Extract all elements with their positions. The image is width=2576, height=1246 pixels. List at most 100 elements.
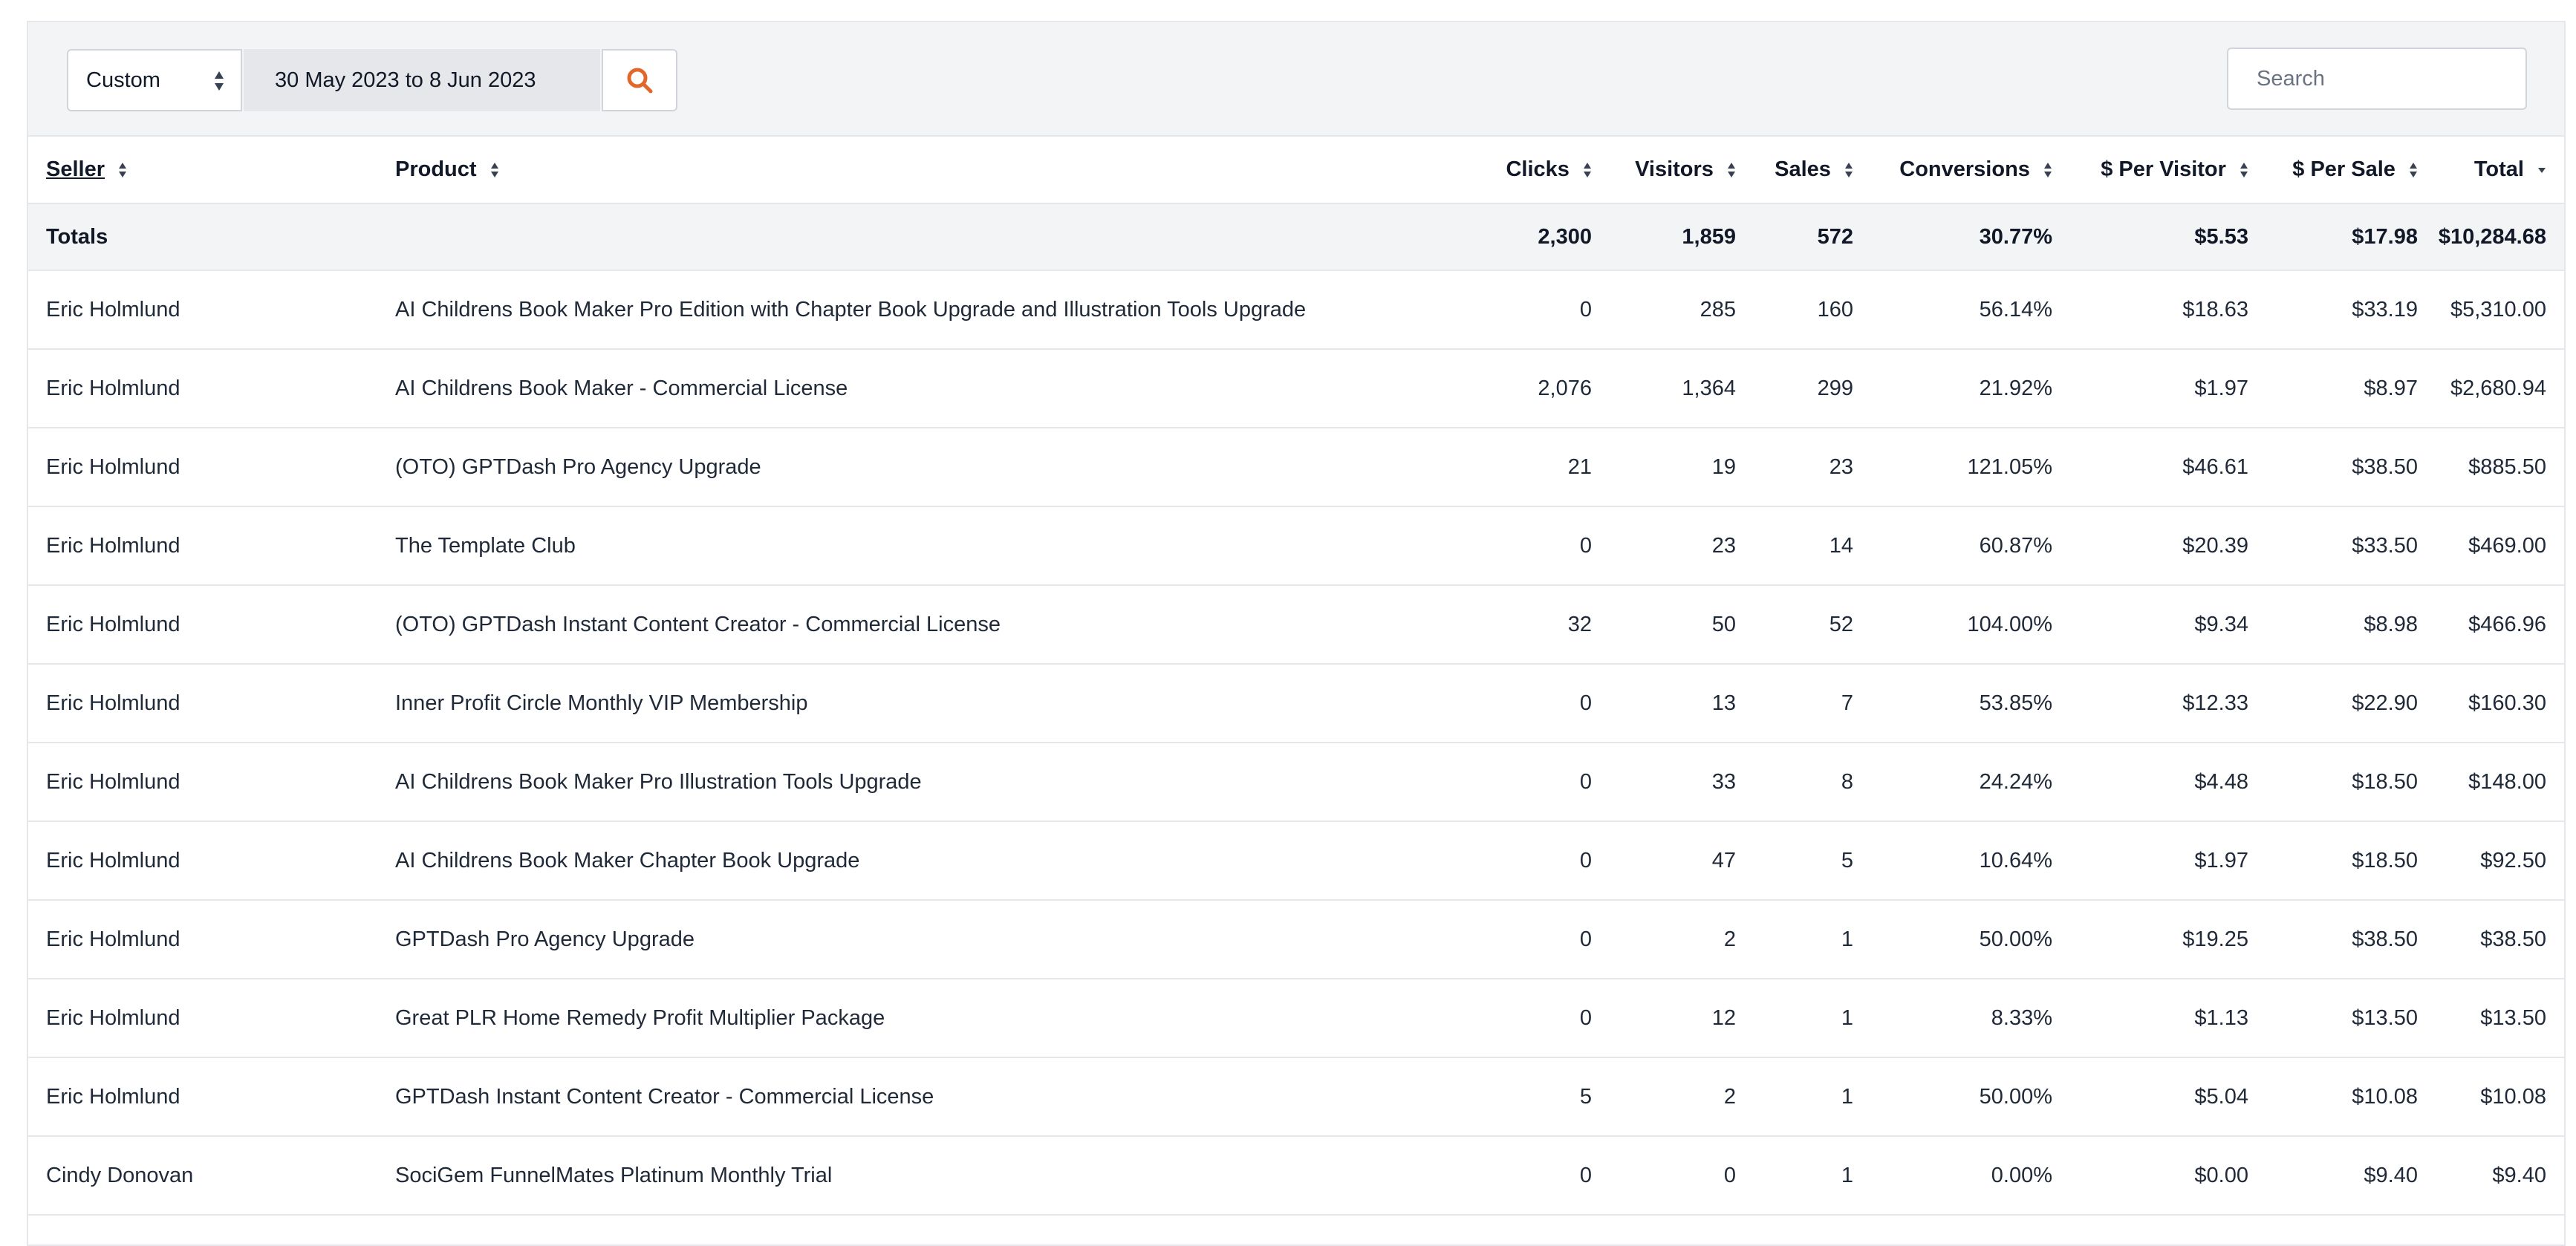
cell-total: $9.40 (2492, 1163, 2546, 1187)
cell-seller: Eric Holmlund (46, 769, 180, 794)
cell-product: AI Childrens Book Maker - Commercial Lic… (395, 376, 848, 400)
cell-seller: Eric Holmlund (46, 691, 180, 715)
cell-clicks: 0 (1579, 1163, 1592, 1187)
cell-visitors: 12 (1711, 1005, 1736, 1030)
cell-seller: Eric Holmlund (46, 927, 180, 951)
cell-conversions: 50.00% (1979, 1084, 2052, 1109)
cell-visitors: 0 (1723, 1163, 1736, 1187)
cell-product: AI Childrens Book Maker Pro Edition with… (395, 297, 1307, 322)
cell-per-sale: $33.19 (2352, 297, 2418, 322)
date-range-select-value: Custom (86, 68, 160, 92)
cell-per-visitor: $1.97 (2194, 848, 2248, 872)
cell-sales: 7 (1841, 691, 1853, 715)
cell-total: $5,310.00 (2450, 297, 2546, 322)
table-row: Eric Holmlund (OTO) GPTDash Instant Conte… (28, 585, 2564, 664)
totals-product-empty (389, 203, 1355, 270)
cell-sales: 52 (1829, 612, 1853, 636)
cell-per-visitor: $20.39 (2182, 533, 2248, 558)
cell-visitors: 33 (1711, 769, 1736, 794)
table-row: Eric Holmlund AI Childrens Book Maker - C… (28, 349, 2564, 428)
cell-visitors: 1,364 (1682, 376, 1736, 400)
cell-clicks: 0 (1579, 927, 1592, 951)
filter-toolbar: Custom 30 May 2023 to 8 Jun 2023 (28, 22, 2564, 137)
totals-total: $10,284.68 (2438, 224, 2546, 249)
cell-per-visitor: $4.48 (2194, 769, 2248, 794)
select-arrows-icon (215, 71, 224, 91)
cell-clicks: 0 (1579, 848, 1592, 872)
cell-product: The Template Club (395, 533, 576, 558)
search-input[interactable] (2227, 48, 2527, 110)
table-row: Eric Holmlund AI Childrens Book Maker Pro… (28, 270, 2564, 349)
cell-per-visitor: $19.25 (2182, 927, 2248, 951)
apply-search-button[interactable] (602, 49, 677, 111)
cell-per-visitor: $0.00 (2194, 1163, 2248, 1187)
cell-conversions: 104.00% (1967, 612, 2053, 636)
cell-sales: 14 (1829, 533, 1853, 558)
cell-per-sale: $8.97 (2364, 376, 2418, 400)
cell-sales: 8 (1841, 769, 1853, 794)
cell-per-sale: $38.50 (2352, 927, 2418, 951)
column-header-total[interactable]: Total (2419, 137, 2564, 204)
column-header-seller[interactable]: Seller (28, 137, 389, 204)
column-header-visitors[interactable]: Visitors (1593, 137, 1737, 204)
cell-conversions: 8.33% (1991, 1005, 2052, 1030)
cell-per-sale: $8.98 (2364, 612, 2418, 636)
cell-per-sale: $33.50 (2352, 533, 2418, 558)
cell-sales: 1 (1841, 1005, 1853, 1030)
cell-clicks: 5 (1579, 1084, 1592, 1109)
column-header-product[interactable]: Product (389, 137, 1355, 204)
cell-total: $13.50 (2480, 1005, 2546, 1030)
cell-total: $92.50 (2480, 848, 2546, 872)
table-header-row: Seller Product Clicks Visitors Sales (28, 137, 2564, 204)
sort-icon (2410, 163, 2417, 178)
cell-per-visitor: $12.33 (2182, 691, 2248, 715)
cell-seller: Eric Holmlund (46, 533, 180, 558)
cell-total: $469.00 (2468, 533, 2546, 558)
cell-conversions: 56.14% (1979, 297, 2052, 322)
cell-per-visitor: $46.61 (2182, 454, 2248, 479)
totals-label: Totals (46, 224, 108, 249)
cell-clicks: 0 (1579, 533, 1592, 558)
cell-per-visitor: $1.97 (2194, 376, 2248, 400)
cell-conversions: 0.00% (1991, 1163, 2052, 1187)
cell-per-visitor: $5.04 (2194, 1084, 2248, 1109)
cell-product: GPTDash Instant Content Creator - Commer… (395, 1084, 934, 1109)
cell-per-sale: $10.08 (2352, 1084, 2418, 1109)
cell-visitors: 285 (1700, 297, 1736, 322)
table-row: Eric Holmlund AI Childrens Book Maker Cha… (28, 821, 2564, 900)
cell-product: Great PLR Home Remedy Profit Multiplier … (395, 1005, 885, 1030)
cell-visitors: 47 (1711, 848, 1736, 872)
cell-per-sale: $9.40 (2364, 1163, 2418, 1187)
cell-clicks: 0 (1579, 769, 1592, 794)
cell-sales: 1 (1841, 1084, 1853, 1109)
cell-visitors: 19 (1711, 454, 1736, 479)
cell-product: Inner Profit Circle Monthly VIP Membersh… (395, 691, 808, 715)
cell-clicks: 32 (1567, 612, 1592, 636)
cell-conversions: 24.24% (1979, 769, 2052, 794)
cell-per-visitor: $1.13 (2194, 1005, 2248, 1030)
cell-product: (OTO) GPTDash Pro Agency Upgrade (395, 454, 761, 479)
cell-clicks: 2,076 (1538, 376, 1592, 400)
totals-visitors: 1,859 (1682, 224, 1736, 249)
cell-clicks: 0 (1579, 1005, 1592, 1030)
column-header-per-sale[interactable]: $ Per Sale (2249, 137, 2419, 204)
cell-per-sale: $18.50 (2352, 848, 2418, 872)
cell-sales: 1 (1841, 927, 1853, 951)
column-header-sales[interactable]: Sales (1737, 137, 1854, 204)
cell-seller: Eric Holmlund (46, 297, 180, 322)
sort-icon (119, 163, 127, 178)
date-range-select[interactable]: Custom (67, 49, 242, 111)
column-header-conversions[interactable]: Conversions (1854, 137, 2053, 204)
column-header-per-visitor[interactable]: $ Per Visitor (2053, 137, 2249, 204)
totals-conversions: 30.77% (1979, 224, 2052, 249)
table-row: Eric Holmlund The Template Club 0 23 14 60.87… (28, 506, 2564, 585)
date-range-field[interactable]: 30 May 2023 to 8 Jun 2023 (244, 49, 600, 111)
column-header-clicks[interactable]: Clicks (1355, 137, 1593, 204)
cell-conversions: 121.05% (1967, 454, 2053, 479)
report-panel: Custom 30 May 2023 to 8 Jun 2023 (27, 21, 2566, 1246)
cell-seller: Eric Holmlund (46, 1084, 180, 1109)
sort-icon (1845, 163, 1853, 178)
cell-visitors: 2 (1723, 927, 1736, 951)
totals-per-visitor: $5.53 (2194, 224, 2248, 249)
cell-total: $148.00 (2468, 769, 2546, 794)
